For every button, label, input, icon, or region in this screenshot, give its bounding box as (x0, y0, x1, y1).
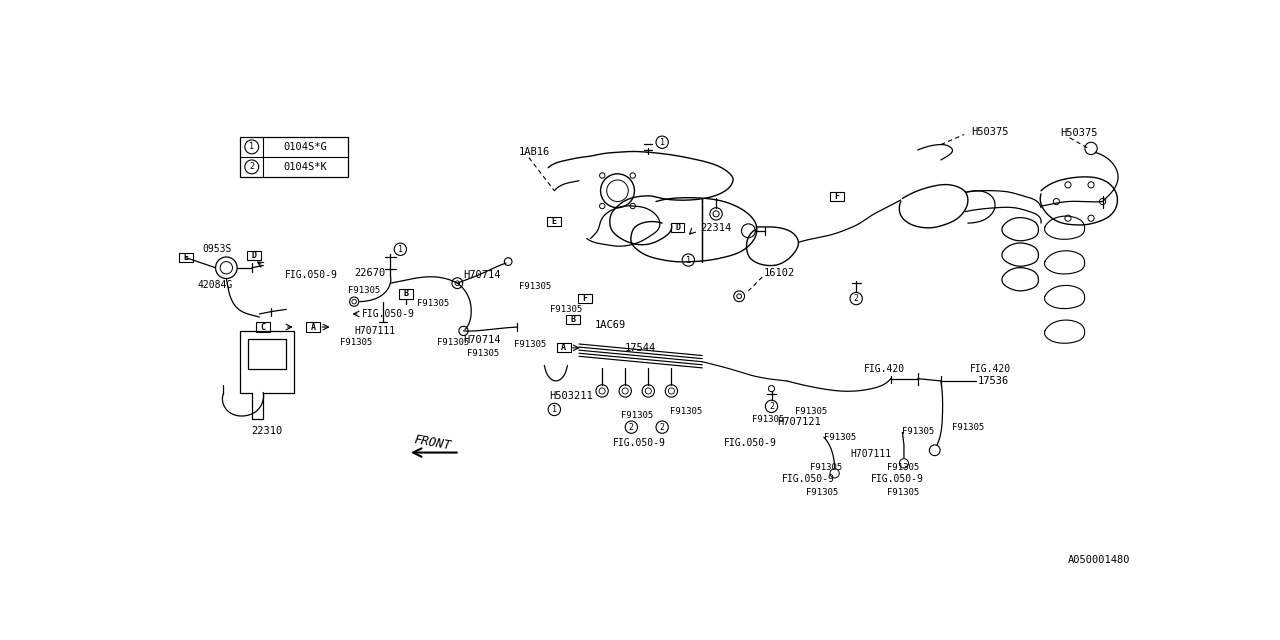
Text: 1AC69: 1AC69 (594, 320, 626, 330)
Text: 0104S*G: 0104S*G (284, 142, 328, 152)
Text: F91305: F91305 (810, 463, 842, 472)
Text: 16102: 16102 (764, 268, 795, 278)
Text: F91305: F91305 (887, 488, 919, 497)
Bar (399, 289, 412, 298)
Text: FIG.420: FIG.420 (970, 364, 1011, 374)
Text: F91305: F91305 (669, 407, 703, 416)
Text: F91305: F91305 (887, 463, 919, 472)
Text: F91305: F91305 (436, 338, 468, 347)
Text: E: E (184, 253, 189, 262)
Bar (256, 323, 270, 332)
Text: 2: 2 (628, 422, 634, 431)
Text: B: B (571, 315, 575, 324)
Bar (566, 315, 580, 324)
Text: F91305: F91305 (417, 300, 449, 308)
Text: C: C (261, 323, 266, 332)
Text: 17544: 17544 (625, 343, 657, 353)
Text: FIG.050-9: FIG.050-9 (723, 438, 777, 447)
Text: F91305: F91305 (467, 349, 499, 358)
Text: FIG.050-9: FIG.050-9 (362, 309, 415, 319)
Bar (579, 294, 593, 303)
Text: 22314: 22314 (700, 223, 732, 233)
Text: F91305: F91305 (518, 282, 552, 291)
Text: 0104S*K: 0104S*K (284, 162, 328, 172)
Bar (671, 223, 685, 232)
Text: FIG.050-9: FIG.050-9 (285, 271, 338, 280)
Text: FIG.050-9: FIG.050-9 (870, 474, 923, 484)
Text: 2: 2 (250, 163, 255, 172)
Text: B: B (403, 289, 408, 298)
Bar (179, 253, 193, 262)
Text: A050001480: A050001480 (1068, 556, 1130, 565)
Text: F91305: F91305 (806, 488, 838, 497)
Text: 1: 1 (686, 255, 691, 264)
Text: F91305: F91305 (902, 426, 934, 435)
Text: F91305: F91305 (952, 422, 984, 431)
Text: H50375: H50375 (972, 127, 1009, 137)
Text: F91305: F91305 (795, 407, 827, 416)
Text: D: D (675, 223, 680, 232)
Bar (829, 191, 844, 201)
Text: F91305: F91305 (348, 286, 380, 296)
Text: H503211: H503211 (549, 391, 594, 401)
Text: 1: 1 (250, 142, 255, 152)
Text: H50375: H50375 (1060, 128, 1098, 138)
Text: 1: 1 (552, 405, 557, 414)
Text: F91305: F91305 (753, 415, 785, 424)
Text: H70714: H70714 (463, 335, 500, 345)
Text: 2: 2 (659, 422, 664, 431)
Text: F91305: F91305 (513, 340, 545, 349)
Text: H707111: H707111 (850, 449, 891, 459)
Text: 17536: 17536 (978, 376, 1009, 386)
Text: F91305: F91305 (621, 411, 654, 420)
Text: 2: 2 (769, 402, 774, 411)
Text: H70714: H70714 (463, 271, 500, 280)
Text: F91305: F91305 (824, 433, 856, 442)
Text: 1AB16: 1AB16 (518, 147, 550, 157)
Text: A: A (311, 323, 316, 332)
Text: 1: 1 (659, 138, 664, 147)
Text: 22670: 22670 (355, 268, 385, 278)
Text: H707111: H707111 (355, 326, 396, 336)
Bar (557, 343, 571, 353)
Text: FRONT: FRONT (413, 433, 452, 452)
Text: 2: 2 (854, 294, 859, 303)
Text: FIG.050-9: FIG.050-9 (782, 474, 835, 484)
Text: FIG.050-9: FIG.050-9 (613, 438, 666, 447)
Text: 22310: 22310 (252, 426, 283, 436)
Text: A: A (561, 343, 566, 353)
Bar (548, 217, 562, 226)
Bar (306, 323, 320, 332)
Text: H707121: H707121 (778, 417, 822, 427)
Text: FIG.420: FIG.420 (864, 364, 905, 374)
Bar (247, 251, 261, 260)
Text: D: D (252, 251, 256, 260)
Text: 42084G: 42084G (198, 280, 233, 290)
Text: F: F (582, 294, 588, 303)
Text: F91305: F91305 (549, 305, 582, 314)
Text: E: E (552, 217, 557, 226)
Bar (241, 137, 348, 177)
Text: 1: 1 (398, 244, 403, 254)
Text: F: F (835, 191, 840, 201)
Text: F91305: F91305 (340, 338, 372, 347)
Text: 0953S: 0953S (202, 244, 232, 254)
